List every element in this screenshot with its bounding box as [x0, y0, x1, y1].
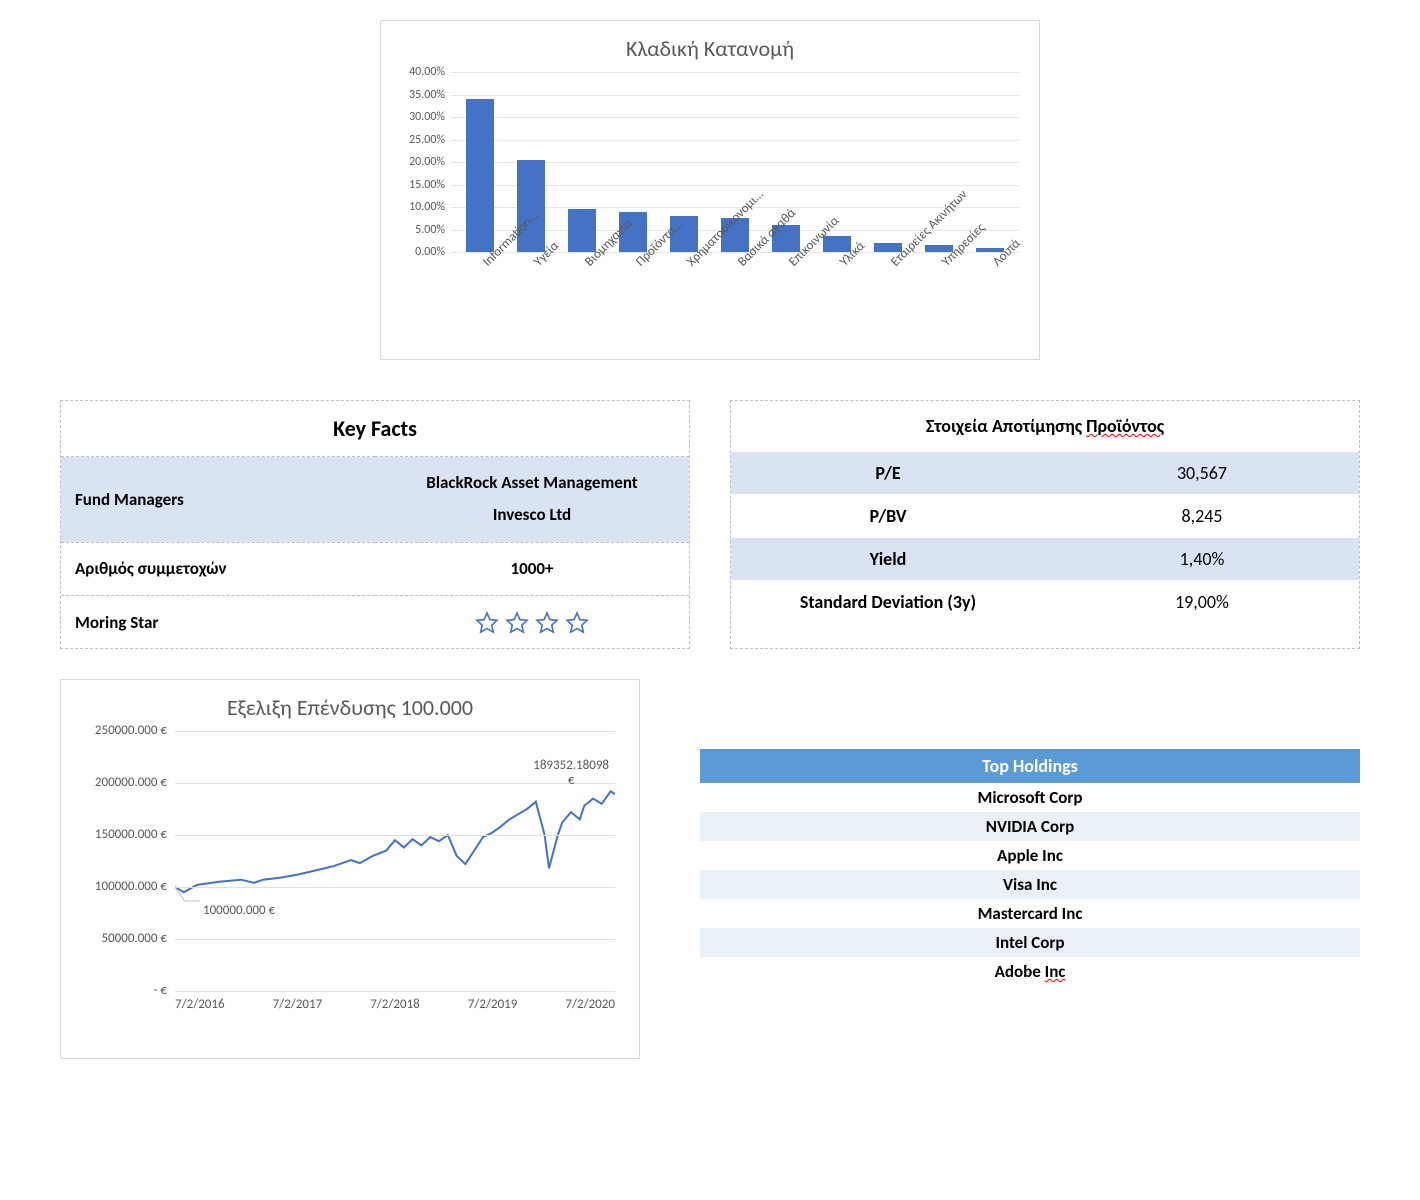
- top-holdings-table: Top Holdings Microsoft CorpNVIDIA CorpAp…: [700, 749, 1360, 986]
- keyfacts-label: Moring Star: [61, 595, 375, 648]
- keyfacts-value: BlackRock Asset ManagementInvesco Ltd: [375, 457, 689, 543]
- investment-evolution-chart: Εξελιξη Επένδυσης 100.000 250000.000 €20…: [60, 679, 640, 1059]
- line-x-tick: 7/2/2016: [175, 997, 225, 1012]
- star-icon: [505, 611, 529, 635]
- line-plot-area: 250000.000 €200000.000 €150000.000 €1000…: [175, 731, 615, 991]
- line-x-labels: 7/2/2016 7/2/2017 7/2/2018 7/2/2019 7/2/2020: [175, 991, 615, 1012]
- sector-bar: [568, 209, 596, 252]
- line-start-annotation: 100000.000 €: [203, 903, 275, 918]
- valuation-label: Standard Deviation (3y): [731, 581, 1045, 624]
- star-icon: [535, 611, 559, 635]
- valuation-value: 30,567: [1045, 452, 1359, 495]
- holdings-row: Adobe Inc: [700, 957, 1360, 986]
- holdings-row: Visa Inc: [700, 870, 1360, 899]
- line-x-tick: 7/2/2017: [273, 997, 323, 1012]
- valuation-label: P/E: [731, 452, 1045, 495]
- key-facts-table: Key Facts Fund ManagersBlackRock Asset M…: [60, 400, 690, 649]
- valuation-value: 1,40%: [1045, 538, 1359, 581]
- holdings-title: Top Holdings: [700, 749, 1360, 783]
- valuation-title: Στοιχεία Αποτίμησης Προϊόντος: [731, 401, 1359, 452]
- sector-allocation-chart: Κλαδική Κατανομή 0.00%5.00%10.00%15.00%2…: [380, 20, 1040, 360]
- sector-chart-title: Κλαδική Κατανομή: [391, 35, 1029, 62]
- holdings-row: Intel Corp: [700, 928, 1360, 957]
- line-end-annotation: 189352.18098€: [533, 758, 609, 788]
- star-icon: [565, 611, 589, 635]
- keyfacts-value: [375, 595, 689, 648]
- sector-bar: [466, 99, 494, 252]
- keyfacts-label: Αριθμός συμμετοχών: [61, 542, 375, 595]
- holdings-row: Microsoft Corp: [700, 783, 1360, 812]
- valuation-value: 19,00%: [1045, 581, 1359, 624]
- line-chart-title: Εξελιξη Επένδυσης 100.000: [75, 694, 625, 721]
- valuation-table: Στοιχεία Αποτίμησης Προϊόντος P/E30,567P…: [730, 400, 1360, 649]
- valuation-label: Yield: [731, 538, 1045, 581]
- valuation-value: 8,245: [1045, 495, 1359, 538]
- holdings-row: NVIDIA Corp: [700, 812, 1360, 841]
- sector-x-labels: Information…ΥγείαΒιομηχανίαΠροϊόντα…Χρημ…: [451, 253, 1019, 353]
- keyfacts-label: Fund Managers: [61, 457, 375, 543]
- line-x-tick: 7/2/2019: [468, 997, 518, 1012]
- keyfacts-value: 1000+: [375, 542, 689, 595]
- key-facts-title: Key Facts: [61, 401, 689, 457]
- line-x-tick: 7/2/2018: [370, 997, 420, 1012]
- valuation-label: P/BV: [731, 495, 1045, 538]
- holdings-row: Apple Inc: [700, 841, 1360, 870]
- line-x-tick: 7/2/2020: [565, 997, 615, 1012]
- star-icon: [475, 611, 499, 635]
- holdings-row: Mastercard Inc: [700, 899, 1360, 928]
